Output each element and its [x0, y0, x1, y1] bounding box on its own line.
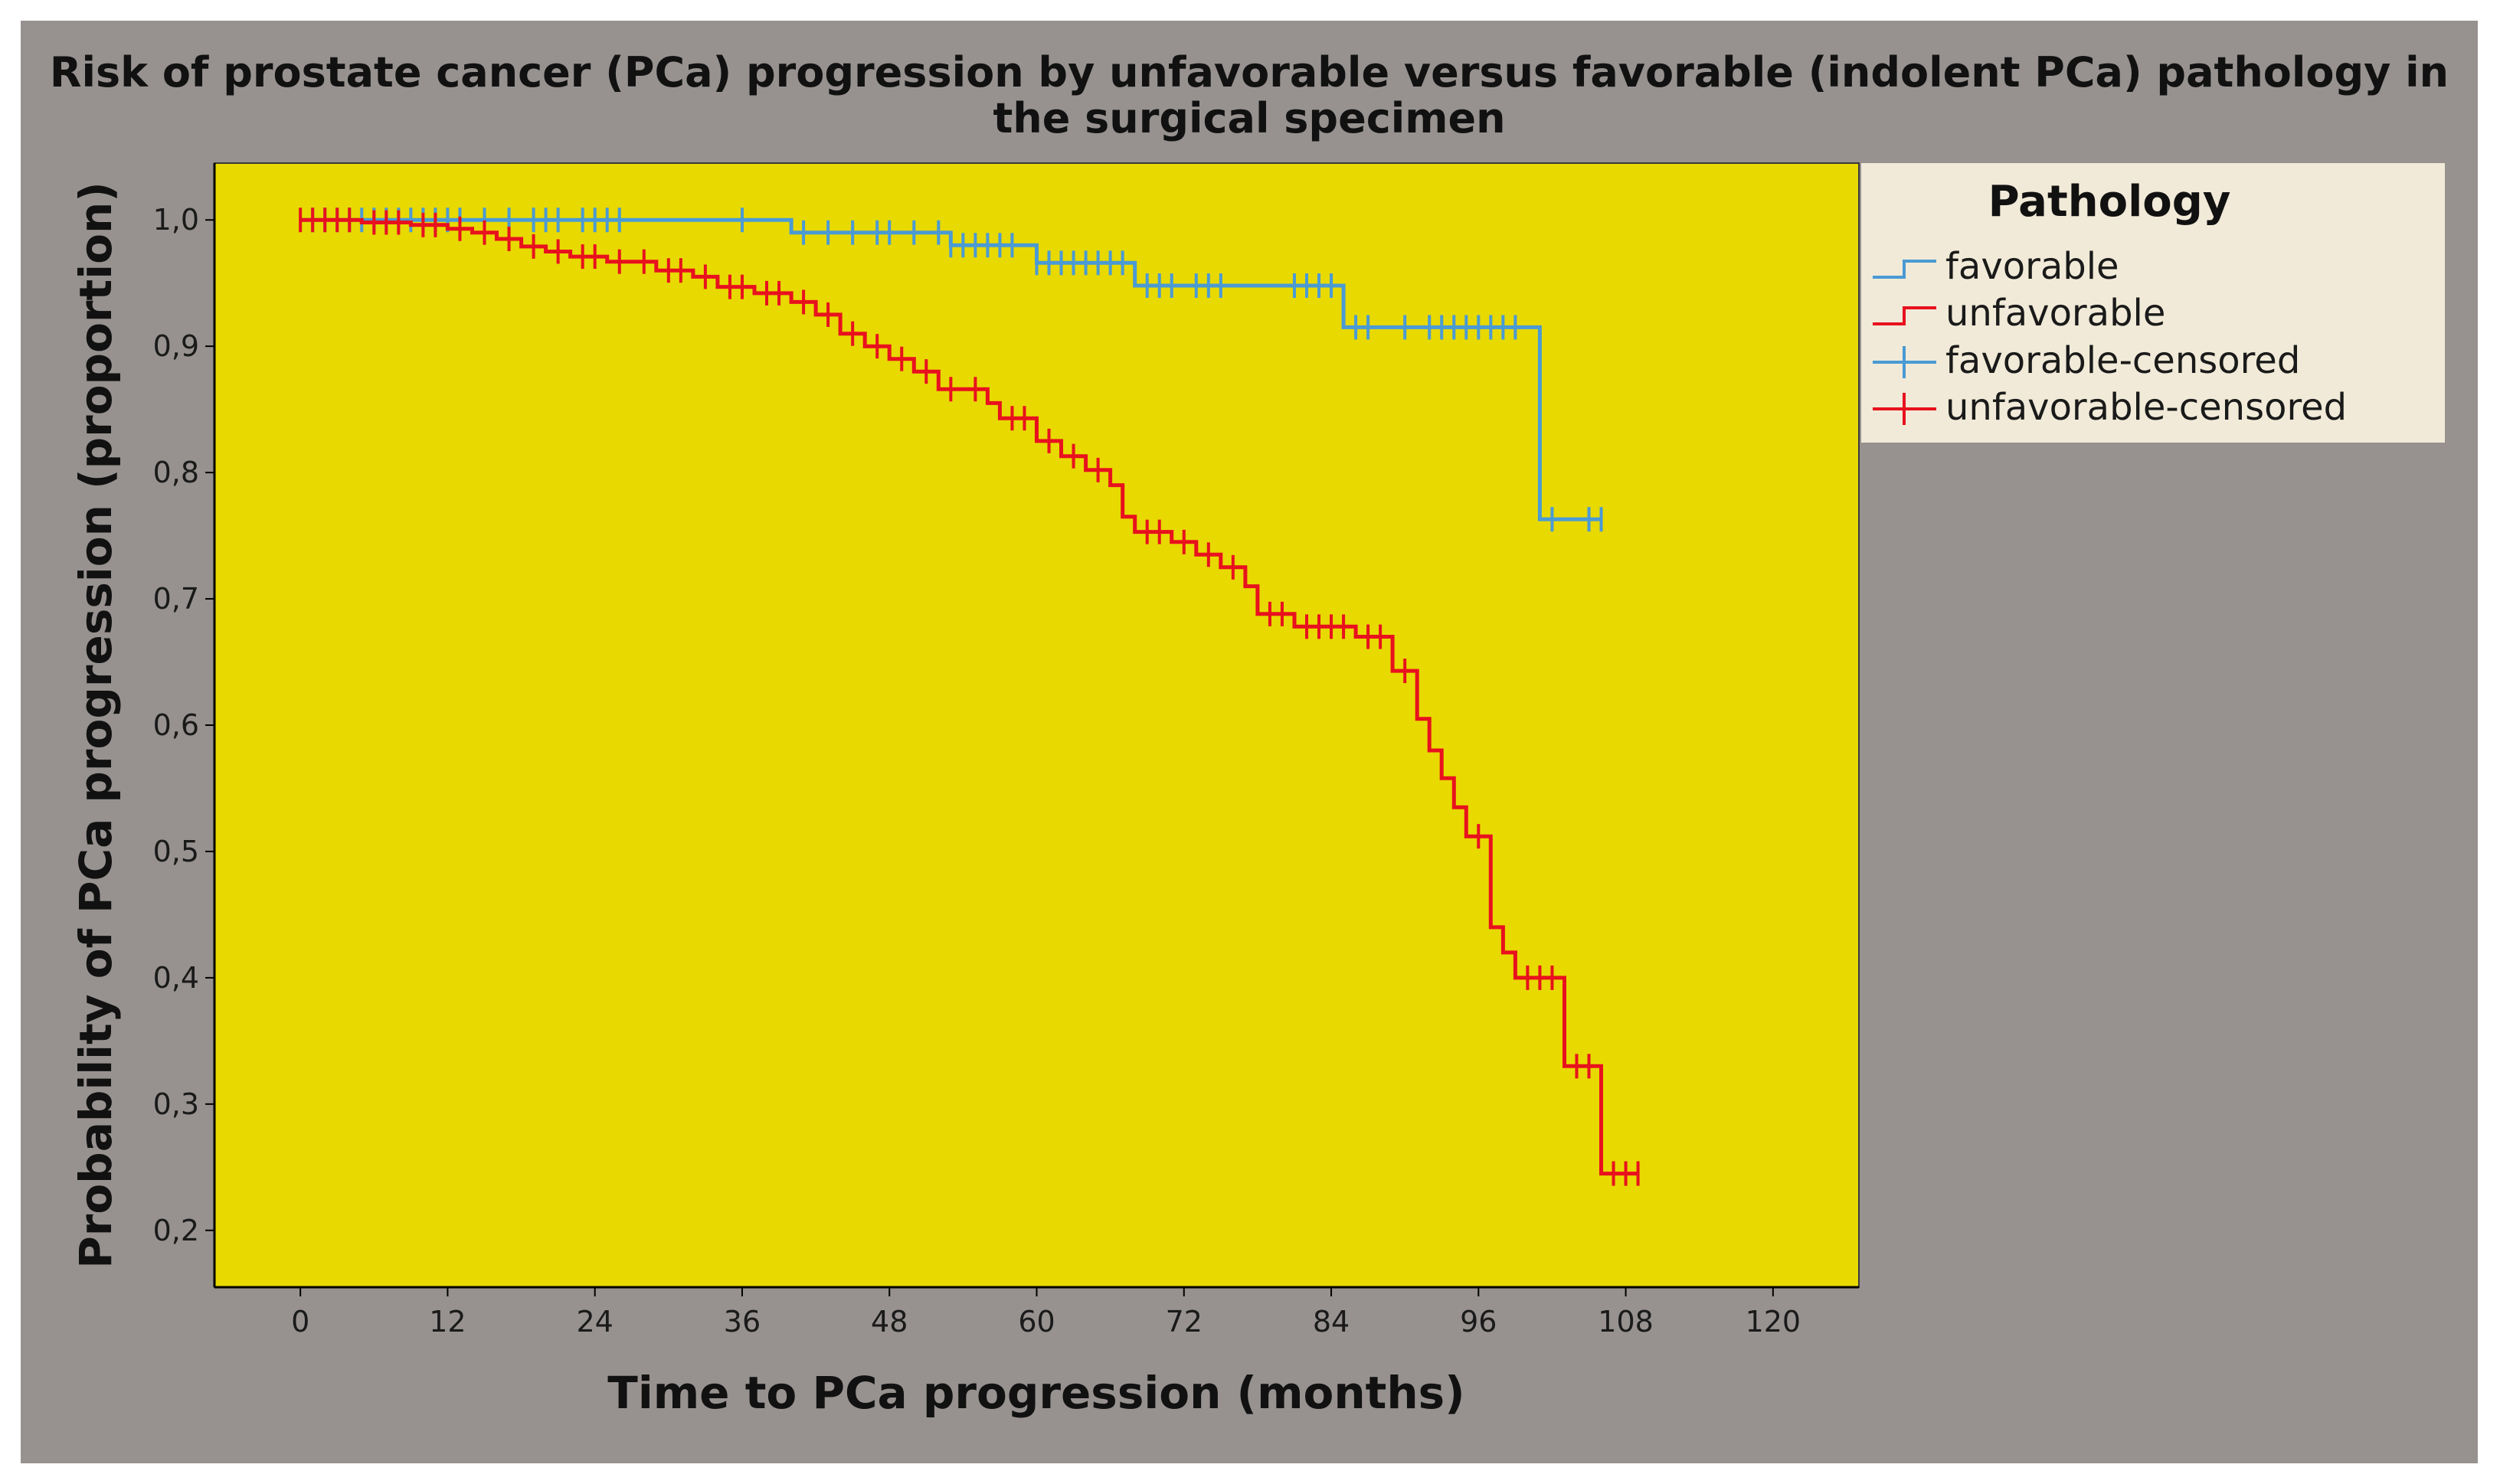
y-tick-label: 0,9	[153, 329, 199, 363]
legend-entry-favorable: favorable	[1945, 245, 2119, 288]
legend-swatch-favorable	[1873, 260, 1936, 279]
legend-swatch-unfavorable	[1873, 306, 1936, 325]
x-tick-label: 48	[871, 1305, 908, 1339]
legend-entry-unfavorable: unfavorable	[1945, 292, 2165, 335]
x-tick-label: 24	[577, 1305, 614, 1339]
x-tick-label: 72	[1166, 1305, 1203, 1339]
y-tick-label: 0,7	[153, 582, 199, 616]
x-tick-label: 96	[1460, 1305, 1497, 1339]
legend: Pathology favorable unfavorable favorabl…	[1861, 163, 2445, 443]
legend-box	[1861, 163, 2445, 443]
plot-area	[214, 162, 1860, 1288]
y-tick-label: 0,5	[153, 835, 199, 868]
legend-title: Pathology	[1988, 177, 2231, 227]
chart-svg: 0 12 24 36 48 60 72 84 96 108 120 0,20,30,40,50,60…	[70, 162, 2445, 1419]
y-tick-label: 0,2	[153, 1214, 199, 1247]
x-tick-label: 60	[1018, 1305, 1055, 1339]
y-tick-label: 1,0	[153, 203, 199, 237]
chart-frame: Risk of prostate cancer (PCa) progressio…	[21, 21, 2478, 1463]
x-tick-label: 84	[1313, 1305, 1350, 1339]
y-tick-label: 0,4	[153, 961, 199, 995]
y-axis-title: Probability of PCa progression (proporti…	[70, 181, 122, 1269]
legend-entry-unfavorable-censored: unfavorable-censored	[1945, 386, 2347, 429]
x-tick-label: 108	[1598, 1305, 1654, 1339]
y-tick-label: 0,3	[153, 1087, 199, 1121]
x-tick-label: 12	[429, 1305, 466, 1339]
x-tick-label: 0	[291, 1305, 309, 1339]
legend-entry-favorable-censored: favorable-censored	[1945, 339, 2300, 382]
x-axis-title: Time to PCa progression (months)	[607, 1367, 1464, 1419]
x-tick-label: 120	[1746, 1305, 1801, 1339]
series-layer	[299, 208, 1640, 1186]
chart-title: Risk of prostate cancer (PCa) progressio…	[49, 48, 2449, 142]
y-axis-ticks: 0,2 0,3 0,4 0,5 0,6 0,7 0,8 0,9 1,0	[153, 203, 214, 1247]
x-tick-label: 36	[724, 1305, 761, 1339]
y-tick-label: 0,6	[153, 708, 199, 742]
y-tick-label: 0,8	[153, 456, 199, 489]
x-axis-ticks: 0 12 24 36 48 60 72 84 96 108 120	[291, 1287, 1801, 1339]
